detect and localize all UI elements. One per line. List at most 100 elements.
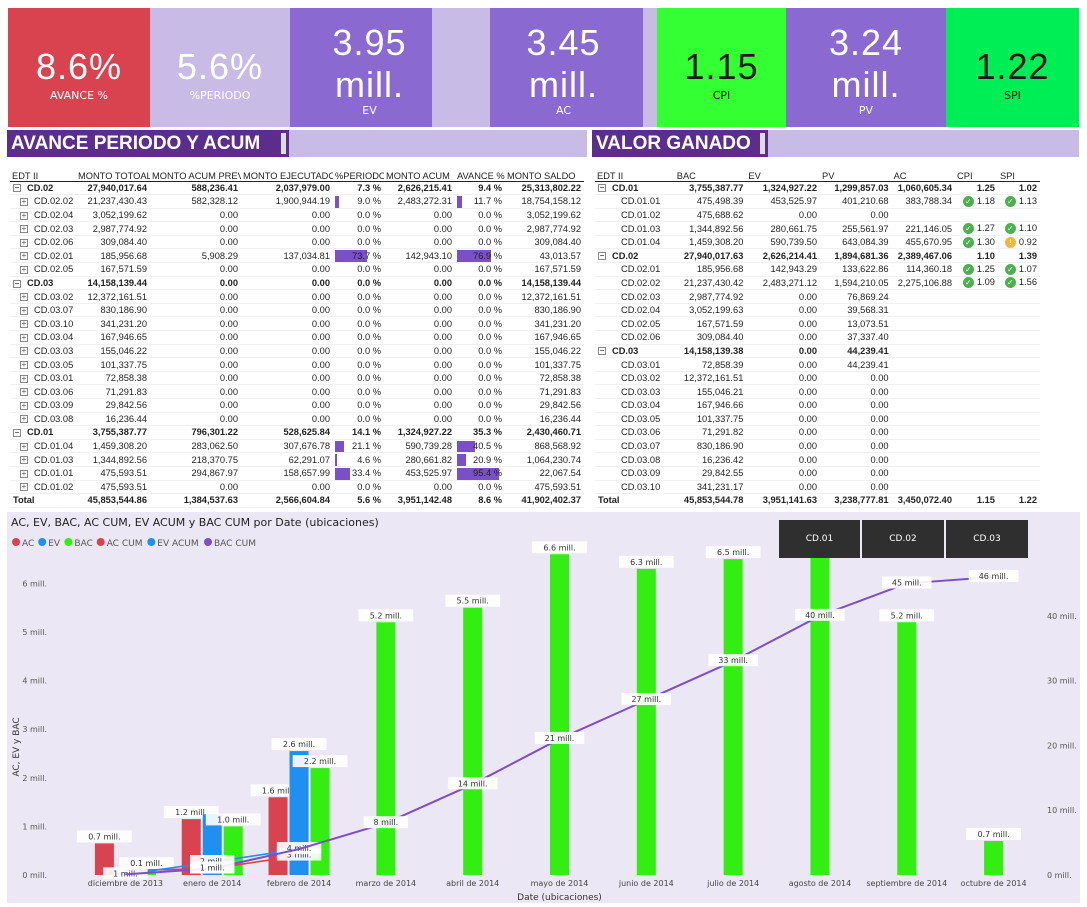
row-label[interactable]: CD.02.02 [595,276,675,291]
column-header[interactable]: EDT II [10,161,76,182]
row-label[interactable]: + CD.02.04 [10,208,76,223]
expand-icon[interactable]: + [20,305,28,315]
row-label[interactable]: − CD.01 [10,425,76,440]
legend-label[interactable]: BAC [74,539,92,549]
expand-icon[interactable]: + [20,468,28,478]
bar-bac[interactable] [376,622,396,875]
row-label[interactable]: + CD.03.01 [10,371,76,386]
expand-icon[interactable]: + [20,237,28,247]
row-label[interactable]: − CD.03 [10,276,76,291]
bar-ac[interactable] [94,843,114,875]
row-label[interactable]: + CD.03.09 [10,398,76,413]
column-header[interactable]: BAC [674,161,747,182]
bar-bac[interactable] [723,559,743,875]
row-label[interactable]: + CD.01.04 [10,439,76,454]
row-label[interactable]: CD.01.02 [595,208,675,223]
row-label[interactable]: + CD.02.02 [10,194,76,209]
column-header[interactable]: EV [746,161,821,182]
expand-icon[interactable]: + [20,346,28,356]
column-header[interactable]: EDT II [595,161,675,182]
expand-icon[interactable]: + [20,455,28,465]
row-label[interactable]: CD.02.04 [595,303,675,318]
row-label[interactable]: CD.02.05 [595,316,675,332]
expand-icon[interactable]: + [20,319,28,329]
bar-bac[interactable] [984,840,1004,875]
expand-icon[interactable]: + [20,210,28,220]
column-header[interactable]: AVANCE % [455,161,505,182]
bar-bac[interactable] [463,607,483,875]
collapse-icon[interactable]: − [13,428,21,438]
row-label[interactable]: + CD.03.08 [10,412,76,427]
legend-label[interactable]: BAC CUM [214,539,256,549]
bar-bac[interactable] [550,554,569,875]
column-header[interactable]: MONTO ACUM [384,161,455,182]
row-label[interactable]: CD.03.10 [595,480,675,495]
row-label[interactable]: + CD.03.06 [10,384,76,399]
row-label[interactable]: + CD.02.01 [10,248,76,264]
expand-icon[interactable]: + [20,482,28,492]
row-label[interactable]: CD.03.05 [595,412,675,427]
column-header[interactable]: MONTO TOTOAL [76,161,150,182]
collapse-icon[interactable]: − [598,183,606,193]
bar-bac[interactable] [897,622,917,875]
column-header[interactable]: CPI [955,161,998,182]
row-label[interactable]: + CD.03.03 [10,344,76,359]
row-label[interactable]: + CD.01.01 [10,466,76,481]
expand-icon[interactable]: + [20,373,28,383]
row-label[interactable]: + CD.01.02 [10,480,76,495]
expand-icon[interactable]: + [20,251,28,261]
row-label[interactable]: + CD.02.05 [10,262,76,277]
expand-icon[interactable]: + [20,400,28,410]
row-label[interactable]: − CD.02 [10,181,76,196]
expand-icon[interactable]: + [20,196,28,206]
row-label[interactable]: + CD.03.05 [10,357,76,372]
collapse-icon[interactable]: − [598,346,606,356]
row-label[interactable]: + CD.03.04 [10,330,76,345]
slicer-cd03[interactable]: CD.03 [946,520,1028,558]
column-header[interactable]: %PERIODO [333,161,384,182]
row-label[interactable]: + CD.02.06 [10,235,76,250]
column-header[interactable]: MONTO ACUM PREV [150,161,241,182]
expand-icon[interactable]: + [20,414,28,424]
legend-label[interactable]: AC [22,539,34,549]
collapse-icon[interactable]: − [13,278,21,288]
row-label[interactable]: − CD.03 [595,344,675,359]
row-label[interactable]: CD.01.01 [595,194,675,209]
legend-label[interactable]: AC CUM [107,539,143,549]
row-label[interactable]: CD.03.01 [595,357,675,372]
row-label[interactable]: CD.02.03 [595,289,675,304]
bar-ac[interactable] [268,797,288,875]
row-label[interactable]: CD.01.03 [595,221,675,236]
row-label[interactable]: + CD.02.03 [10,221,76,236]
row-label[interactable]: + CD.01.03 [10,452,76,467]
expand-icon[interactable]: + [20,387,28,397]
collapse-icon[interactable]: − [13,183,21,193]
row-label[interactable]: − CD.02 [595,248,675,264]
legend-label[interactable]: EV ACUM [157,539,198,549]
row-label[interactable]: CD.03.06 [595,425,675,440]
column-header[interactable]: MONTO SALDO [505,161,584,182]
row-label[interactable]: CD.03.03 [595,384,675,399]
row-label[interactable]: + CD.03.07 [10,303,76,318]
row-label[interactable]: CD.01.04 [595,235,675,250]
column-header[interactable]: AC [891,161,956,182]
expand-icon[interactable]: + [20,332,28,342]
row-label[interactable]: CD.02.06 [595,330,675,345]
slicer-cd02[interactable]: CD.02 [862,520,944,558]
row-label[interactable]: CD.03.07 [595,439,675,454]
row-label[interactable]: − CD.01 [595,181,675,196]
row-label[interactable]: CD.02.01 [595,262,675,277]
row-label[interactable]: CD.03.08 [595,452,675,467]
row-label[interactable]: CD.03.04 [595,398,675,413]
expand-icon[interactable]: + [20,441,28,451]
row-label[interactable]: + CD.03.10 [10,316,76,332]
collapse-icon[interactable]: − [598,251,606,261]
row-label[interactable]: + CD.03.02 [10,289,76,304]
row-label[interactable]: CD.03.02 [595,371,675,386]
slicer-cd01[interactable]: CD.01 [779,520,860,558]
row-label[interactable]: CD.03.09 [595,466,675,481]
legend-label[interactable]: EV [48,539,61,549]
bar-bac[interactable] [810,554,830,875]
expand-icon[interactable]: + [20,292,28,302]
bar-bac[interactable] [636,568,656,875]
